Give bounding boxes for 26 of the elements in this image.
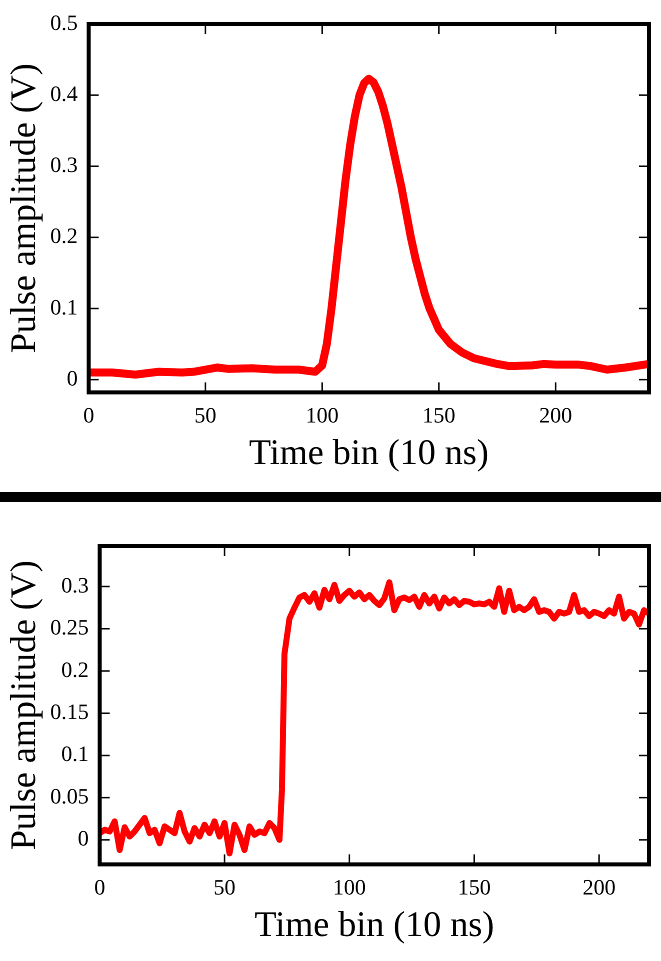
x-tick-label: 100: [332, 874, 366, 900]
x-tick-label: 150: [422, 402, 456, 428]
x-tick-label: 100: [306, 402, 339, 428]
y-tick-label: 0: [66, 365, 78, 390]
y-tick-label: 0: [78, 826, 89, 851]
y-axis-title: Pulse amplitude (V): [3, 63, 44, 354]
x-axis-title: Time bin (10 ns): [249, 432, 489, 472]
x-tick-label: 200: [582, 874, 616, 900]
y-tick-label: 0.2: [61, 656, 89, 682]
x-tick-label: 150: [458, 874, 491, 900]
y-tick-label: 0.4: [50, 80, 78, 106]
x-axis-title: Time bin (10 ns): [254, 904, 494, 944]
y-tick-label: 0.15: [50, 699, 89, 724]
x-tick-label: 50: [214, 874, 236, 900]
y-tick-label: 0.3: [50, 152, 78, 178]
y-tick-label: 0.25: [50, 614, 89, 640]
y-tick-label: 0.1: [50, 294, 78, 320]
y-tick-label: 0.3: [61, 572, 89, 598]
x-tick-label: 200: [539, 402, 572, 428]
y-tick-label: 0.1: [61, 741, 89, 766]
x-tick-label: 0: [94, 874, 106, 900]
y-tick-label: 0.5: [50, 10, 78, 35]
y-axis-title: Pulse amplitude (V): [3, 560, 44, 850]
y-tick-label: 0.05: [50, 783, 89, 808]
y-tick-label: 0.2: [50, 223, 78, 248]
x-tick-label: 50: [194, 402, 216, 428]
